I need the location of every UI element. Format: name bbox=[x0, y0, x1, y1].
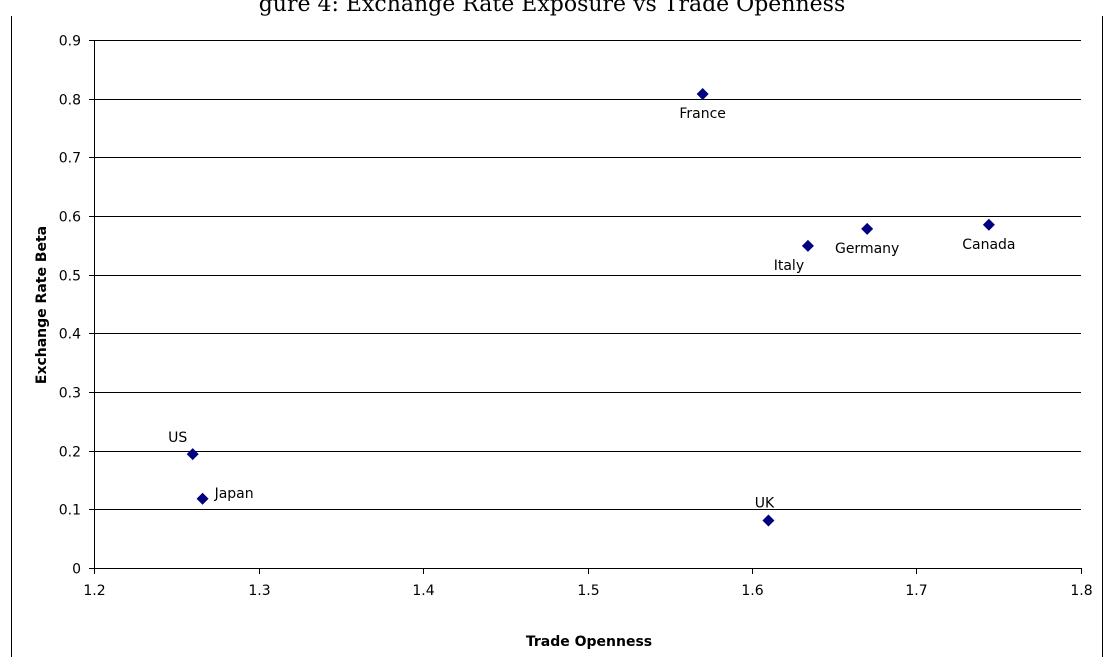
x-tick-label: 1.5 bbox=[577, 583, 599, 599]
point-label-canada: Canada bbox=[962, 237, 1015, 253]
point-label-uk: UK bbox=[755, 495, 775, 511]
data-point-canada bbox=[982, 218, 995, 231]
x-tick-label: 1.7 bbox=[905, 583, 927, 599]
point-label-france: France bbox=[679, 106, 726, 122]
y-tick-label: 0.7 bbox=[59, 151, 81, 167]
axes bbox=[89, 40, 1082, 574]
data-point-uk bbox=[762, 514, 775, 527]
point-label-italy: Italy bbox=[774, 258, 804, 274]
point-label-us: US bbox=[168, 430, 187, 446]
x-tick-label: 1.3 bbox=[248, 583, 270, 599]
data-point-japan bbox=[196, 492, 209, 505]
y-tick-label: 0 bbox=[72, 562, 81, 578]
point-label-japan: Japan bbox=[214, 486, 254, 502]
tick-labels: 0 0.1 0.2 0.3 0.4 0.5 0.6 0.7 0.8 0.9 1.2 1.3 1.4 1.5… bbox=[59, 34, 1093, 600]
data-point-germany bbox=[861, 222, 874, 235]
y-tick-label: 0.6 bbox=[59, 210, 81, 226]
chart-title: gure 4: Exchange Rate Exposure vs Trade … bbox=[259, 0, 846, 17]
gridlines bbox=[94, 40, 1081, 510]
x-axis-title: Trade Openness bbox=[526, 634, 652, 650]
data-points bbox=[186, 87, 995, 527]
x-tick-label: 1.6 bbox=[741, 583, 763, 599]
data-point-france bbox=[696, 87, 709, 100]
data-point-italy bbox=[801, 239, 814, 252]
y-axis-title: Exchange Rate Beta bbox=[34, 226, 50, 384]
y-tick-label: 0.8 bbox=[59, 93, 81, 109]
y-tick-label: 0.3 bbox=[59, 386, 81, 402]
y-tick-label: 0.2 bbox=[59, 445, 81, 461]
x-tick-label: 1.8 bbox=[1070, 583, 1092, 599]
point-labels: France Italy Germany Canada US Japan UK bbox=[168, 106, 1015, 512]
y-tick-label: 0.4 bbox=[59, 327, 81, 343]
y-tick-label: 0.9 bbox=[59, 34, 81, 50]
x-tick-label: 1.4 bbox=[412, 583, 434, 599]
x-tick-label: 1.2 bbox=[83, 583, 105, 599]
y-tick-label: 0.5 bbox=[59, 269, 81, 285]
y-tick-label: 0.1 bbox=[59, 503, 81, 519]
point-label-germany: Germany bbox=[835, 241, 899, 257]
data-point-us bbox=[186, 448, 199, 461]
